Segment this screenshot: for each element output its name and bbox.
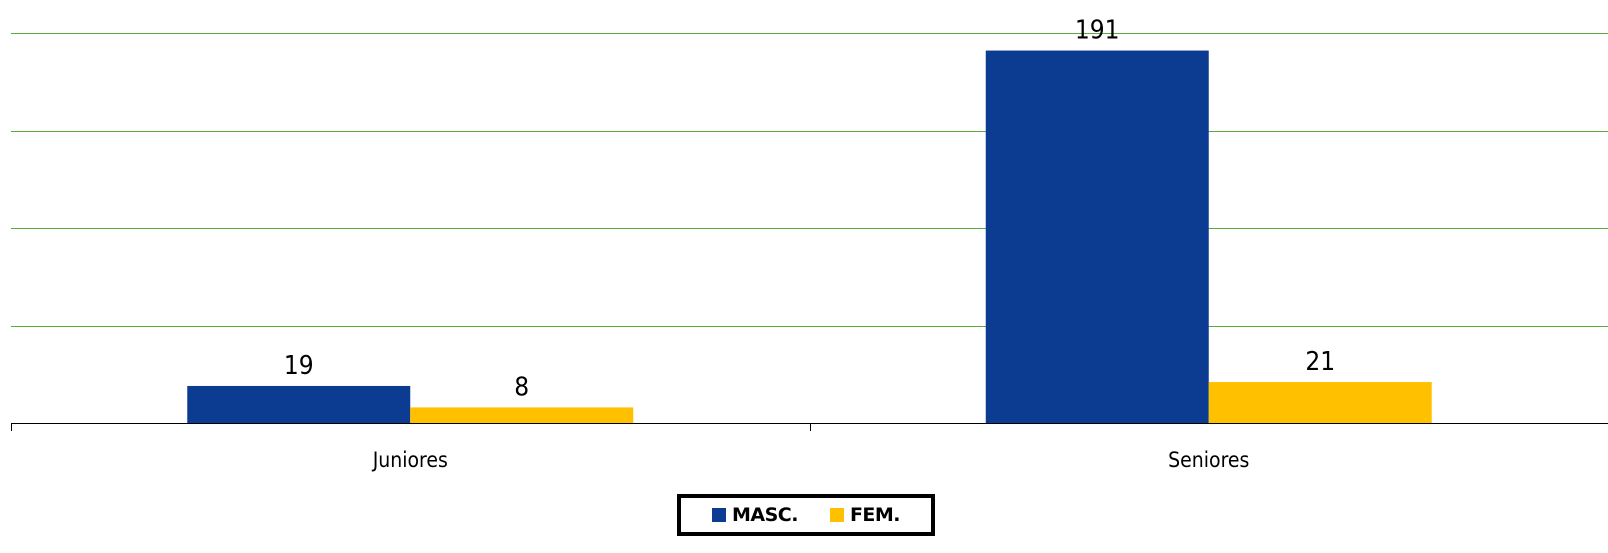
- gridlines: [11, 33, 1608, 327]
- data-labels: 19 8 191 21: [284, 16, 1335, 403]
- legend-swatch-masc: [711, 508, 726, 522]
- data-label-juniores-fem: 8: [514, 372, 529, 402]
- bar-seniores-masc: [985, 50, 1209, 424]
- bar-juniores-fem: [410, 407, 634, 423]
- legend-swatch-fem: [829, 508, 844, 522]
- data-label-seniores-fem: 21: [1305, 347, 1335, 377]
- x-tick-label-juniores: Juniores: [372, 448, 448, 472]
- legend-entry-masc: MASC.: [711, 504, 798, 526]
- data-label-seniores-masc: 191: [1075, 16, 1120, 46]
- x-axis: [11, 423, 1608, 431]
- x-tick-labels: Juniores Seniores: [372, 448, 1250, 472]
- bar-seniores-fem: [1208, 382, 1432, 423]
- legend-label-masc: MASC.: [731, 504, 798, 526]
- x-tick-label-seniores: Seniores: [1168, 448, 1249, 472]
- bars: [187, 50, 1432, 424]
- legend: MASC. FEM.: [677, 494, 935, 536]
- legend-entry-fem: FEM.: [829, 504, 901, 526]
- data-label-juniores-masc: 19: [284, 351, 314, 381]
- bar-juniores-masc: [187, 385, 411, 423]
- legend-label-fem: FEM.: [849, 504, 901, 526]
